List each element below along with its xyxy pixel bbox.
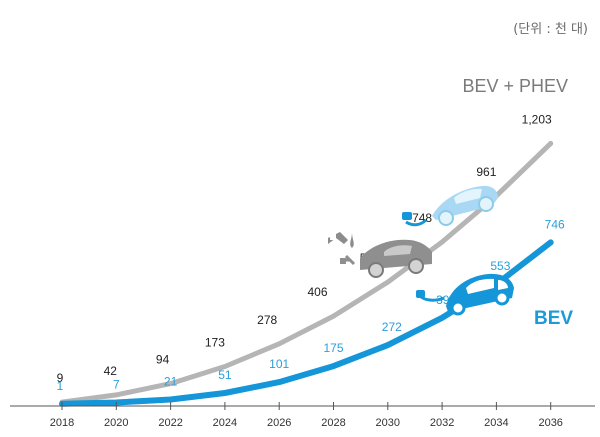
series-bev-phev: 942941732784065637489611,203 [57, 112, 554, 405]
series-line-bev-phev [59, 140, 554, 405]
x-tick-label: 2032 [430, 417, 454, 429]
x-tick-label: 2024 [213, 417, 237, 429]
data-label-bev-phev: 406 [307, 285, 327, 299]
data-label-bev: 21 [164, 374, 178, 388]
x-tick-label: 2020 [104, 417, 128, 429]
x-tick-label: 2034 [484, 417, 508, 429]
data-label-bev: 51 [218, 368, 232, 382]
ev-car-icon [416, 273, 514, 316]
car-fuel-icon [328, 232, 354, 248]
data-label-bev: 1 [57, 379, 64, 393]
x-tick-label: 2022 [158, 417, 182, 429]
x-tick-label: 2030 [376, 417, 400, 429]
series-label-bev: BEV [534, 308, 573, 329]
car-plug-icon [340, 239, 432, 278]
data-label-bev: 7 [113, 377, 120, 391]
x-axis-ticks: 2018 2020 2022 2024 2026 2028 2030 2032 2034 2036 [50, 402, 563, 429]
data-label-bev-phev: 961 [476, 165, 496, 179]
series-label-bev-phev: BEV + PHEV [462, 76, 568, 96]
data-label-bev-phev: 9 [57, 371, 64, 385]
series-line-bev [59, 239, 554, 407]
data-label-bev: 746 [545, 217, 565, 231]
data-label-bev: 101 [269, 357, 289, 371]
data-label-bev-phev: 1,203 [522, 112, 552, 126]
data-label-bev-phev: 94 [156, 353, 170, 367]
data-label-bev: 175 [323, 341, 343, 355]
data-label-bev-phev: 748 [412, 211, 432, 225]
data-label-bev-phev: 278 [257, 313, 277, 327]
x-tick-label: 2026 [267, 417, 291, 429]
data-label-bev: 553 [490, 259, 510, 273]
x-tick-label: 2036 [538, 417, 562, 429]
x-tick-label: 2028 [321, 417, 345, 429]
car-plug-blue-icon [402, 185, 498, 227]
x-tick-label: 2018 [50, 417, 74, 429]
data-label-bev-phev: 173 [205, 336, 225, 350]
unit-note: (단위 : 천 대) [513, 22, 588, 37]
data-label-bev-phev: 42 [104, 364, 118, 378]
data-label-bev: 272 [382, 320, 402, 334]
